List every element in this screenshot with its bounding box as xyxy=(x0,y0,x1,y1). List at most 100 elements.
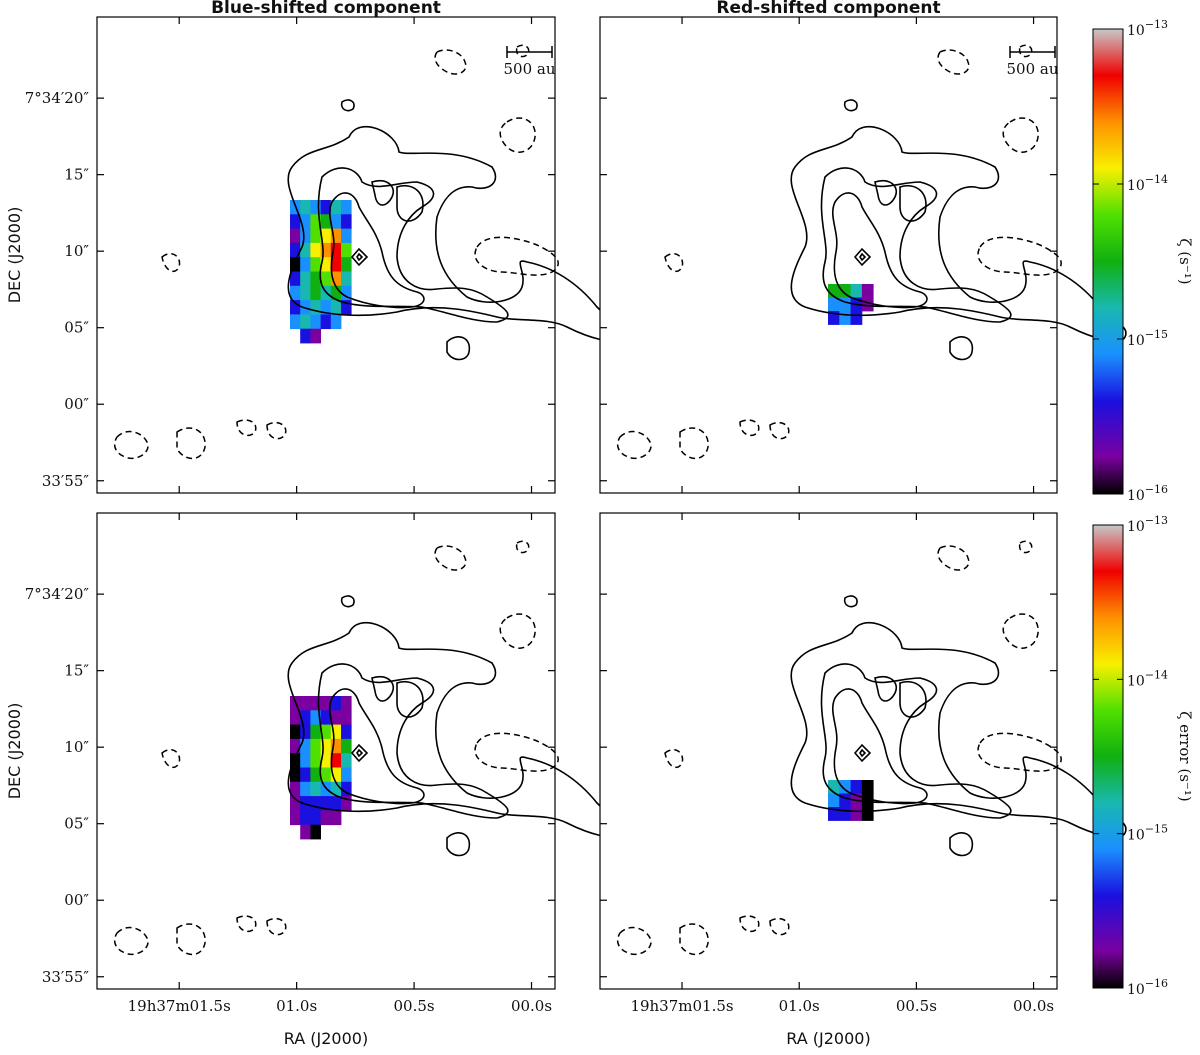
heatmap-cell xyxy=(300,271,311,287)
heatmap-cell xyxy=(341,696,352,711)
contour-dashed xyxy=(739,915,760,933)
contour-solid xyxy=(350,743,369,763)
contour-solid xyxy=(831,688,928,805)
colorbar-tick-label: 10−14 xyxy=(1127,668,1168,689)
heatmap-cell xyxy=(320,214,332,229)
heatmap-cells xyxy=(828,780,874,821)
heatmap-cell xyxy=(341,753,352,768)
heatmap-cell xyxy=(341,724,352,740)
heatmap-cell xyxy=(341,200,352,215)
plot-area xyxy=(600,513,1057,989)
heatmap-cell xyxy=(310,300,321,315)
contour-dashed xyxy=(474,732,559,772)
heatmap-cell xyxy=(828,284,840,298)
heatmap-cell xyxy=(839,793,851,808)
heatmap-cell xyxy=(861,297,874,312)
x-tick-label: 00.0s xyxy=(511,997,552,1015)
contour-dashed xyxy=(664,749,684,769)
heatmap-cell xyxy=(290,796,301,811)
heatmap-cell xyxy=(310,285,321,301)
y-tick-label: 7°34′20″ xyxy=(25,89,90,107)
y-tick-label: 15″ xyxy=(64,662,89,680)
heatmap-cell xyxy=(300,767,311,783)
y-axis-label: DEC (J2000) xyxy=(5,207,24,304)
colorbar-gradient xyxy=(1092,28,1124,495)
contour-dashed xyxy=(499,613,536,649)
heatmap-cell xyxy=(320,271,332,287)
heatmap-cell xyxy=(290,810,301,826)
heatmap-cell xyxy=(330,271,342,287)
contour-dashed xyxy=(266,917,287,936)
contour-dashed xyxy=(515,540,530,554)
y-axis-label: DEC (J2000) xyxy=(5,703,24,800)
heatmap-cell xyxy=(320,781,332,797)
heatmap-cell xyxy=(290,257,301,272)
contour-dashed xyxy=(937,545,970,571)
contour-dashed xyxy=(113,430,149,459)
heatmap-cell xyxy=(341,285,352,301)
heatmap-cell xyxy=(330,738,342,754)
panel-title: Blue-shifted component xyxy=(211,0,441,18)
heatmap-cell xyxy=(330,285,342,301)
heatmap-cell xyxy=(330,724,342,740)
colorbar-label: ζ error (s⁻¹) xyxy=(1176,711,1194,801)
heatmap-cell xyxy=(839,807,851,821)
heatmap-cell xyxy=(850,807,863,821)
heatmap-cell xyxy=(828,297,840,312)
heatmap-cell xyxy=(320,200,332,215)
panel-4: 19h37m01.5s 01.0s 00.5s 00.0s RA (J2000) xyxy=(599,512,1127,1048)
plot-frame xyxy=(599,16,1058,494)
contour-dashed xyxy=(977,732,1062,772)
heatmap-cell xyxy=(320,810,332,826)
x-tick-label: 19h37m01.5s xyxy=(630,997,733,1015)
heatmap-cell xyxy=(300,285,311,301)
colorbar-tick-label: 10−16 xyxy=(1127,977,1168,998)
y-tick-label: 7°34′20″ xyxy=(25,585,90,603)
heatmap-cell xyxy=(330,314,342,330)
contour-solid xyxy=(317,167,509,323)
contour-solid xyxy=(317,663,509,819)
contour-solid xyxy=(820,167,1012,323)
heatmap-cell xyxy=(300,781,311,797)
heatmap-cell xyxy=(839,284,851,298)
heatmap-cell xyxy=(290,738,301,754)
y-tick-label: 10″ xyxy=(64,242,89,260)
contour-solid xyxy=(350,247,369,267)
heatmap-cell xyxy=(330,753,342,768)
panel-3: 19h37m01.5s 01.0s 00.5s 00.0s 7°34′20″ 15″ 10″… xyxy=(5,512,624,1048)
contour-dashed xyxy=(515,44,530,58)
contour-dashed xyxy=(664,253,684,273)
heatmap-cell xyxy=(290,781,301,797)
heatmap-cell xyxy=(330,810,342,826)
contour-dashed xyxy=(176,923,206,956)
contour-dashed xyxy=(937,49,970,75)
heatmap-cell xyxy=(839,311,851,325)
x-tick-label: 00.0s xyxy=(1013,997,1054,1015)
heatmap-cell xyxy=(320,314,332,330)
heatmap-cell xyxy=(828,793,840,808)
heatmap-cell xyxy=(300,200,311,215)
scale-bar: 500 au xyxy=(1006,46,1059,78)
contour-dashed xyxy=(474,236,559,276)
contour-solid xyxy=(843,99,858,112)
heatmap-cell xyxy=(290,314,301,330)
contour-solid xyxy=(396,681,424,718)
contour-solid xyxy=(843,595,858,608)
x-tick-label: 19h37m01.5s xyxy=(128,997,231,1015)
x-tick-label: 01.0s xyxy=(276,997,317,1015)
heatmap-cell xyxy=(310,767,321,783)
contour-dashed xyxy=(616,926,652,955)
contour-dashed xyxy=(161,749,181,769)
colorbar-tick-label: 10−16 xyxy=(1127,483,1168,504)
heatmap-cell xyxy=(290,767,301,783)
y-tick-label: 00″ xyxy=(64,395,89,413)
heatmap-cell xyxy=(310,738,321,754)
contour-solid xyxy=(446,336,471,361)
heatmap-cell xyxy=(850,780,863,794)
y-tick-label: 10″ xyxy=(64,738,89,756)
contour-solid xyxy=(356,252,364,262)
heatmap-cell xyxy=(310,696,321,711)
contour-dashed xyxy=(739,419,760,437)
contour-solid xyxy=(859,748,867,758)
heatmap-cell xyxy=(300,810,311,826)
